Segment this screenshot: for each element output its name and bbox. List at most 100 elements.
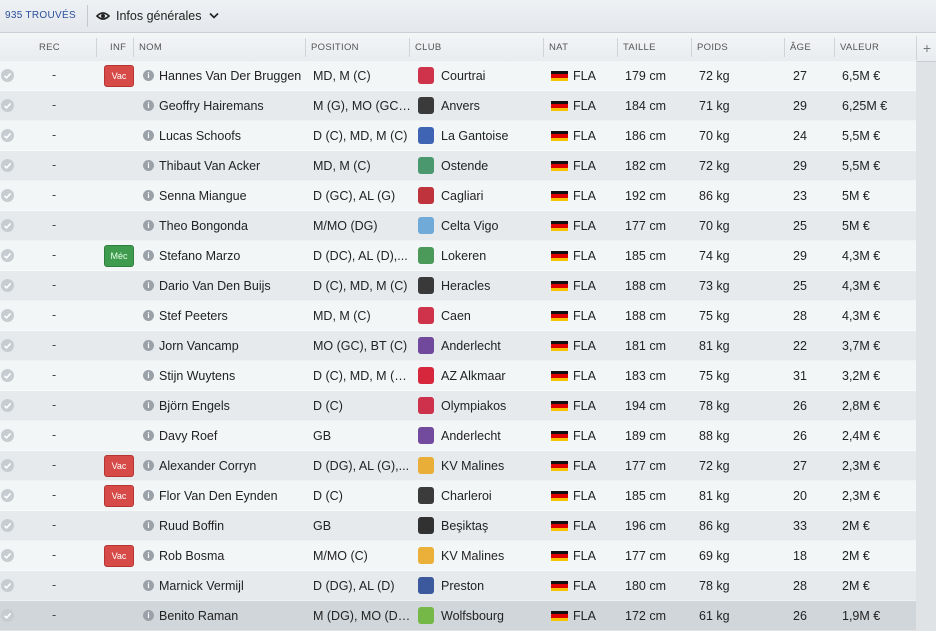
info-icon[interactable]: i xyxy=(143,70,154,81)
column-header-position[interactable]: POSITION xyxy=(311,42,359,53)
shortlist-check-icon[interactable] xyxy=(1,459,14,472)
status-badge[interactable]: Vac xyxy=(104,65,134,87)
player-name-link[interactable]: Rob Bosma xyxy=(159,549,225,563)
shortlist-check-icon[interactable] xyxy=(1,609,14,622)
info-icon[interactable]: i xyxy=(143,430,154,441)
table-row[interactable]: - i Stef Peeters MD, M (C) Caen FLA 188 cm 75 k… xyxy=(0,301,916,331)
club-name-link[interactable]: Heracles xyxy=(441,279,491,293)
club-name-link[interactable]: KV Malines xyxy=(441,459,505,473)
info-icon[interactable]: i xyxy=(143,250,154,261)
table-row[interactable]: - i Senna Miangue D (GC), AL (G) Cagliari FLA… xyxy=(0,181,916,211)
table-row[interactable]: - Méc i Stefano Marzo D (DC), AL (D),... Loke… xyxy=(0,241,916,271)
info-icon[interactable]: i xyxy=(143,490,154,501)
player-name-link[interactable]: Theo Bongonda xyxy=(159,219,248,233)
table-row[interactable]: - i Geoffry Hairemans M (G), MO (GC),... Anv… xyxy=(0,91,916,121)
shortlist-check-icon[interactable] xyxy=(1,399,14,412)
status-badge[interactable]: Vac xyxy=(104,485,134,507)
status-badge[interactable]: Méc xyxy=(104,245,134,267)
shortlist-check-icon[interactable] xyxy=(1,579,14,592)
club-name-link[interactable]: Beşiktaş xyxy=(441,519,489,533)
info-icon[interactable]: i xyxy=(143,160,154,171)
status-badge[interactable]: Vac xyxy=(104,545,134,567)
club-name-link[interactable]: Cagliari xyxy=(441,189,484,203)
club-name-link[interactable]: Anderlecht xyxy=(441,339,501,353)
table-row[interactable]: - Vac i Flor Van Den Eynden D (C) Charleroi FL… xyxy=(0,481,916,511)
club-name-link[interactable]: Preston xyxy=(441,579,485,593)
shortlist-check-icon[interactable] xyxy=(1,249,14,262)
club-name-link[interactable]: Anvers xyxy=(441,99,480,113)
table-row[interactable]: - i Björn Engels D (C) Olympiakos FLA 194 cm 78… xyxy=(0,391,916,421)
table-row[interactable]: - i Jorn Vancamp MO (GC), BT (C) Anderlecht F… xyxy=(0,331,916,361)
club-name-link[interactable]: La Gantoise xyxy=(441,129,509,143)
club-name-link[interactable]: Lokeren xyxy=(441,249,487,263)
column-header-rec[interactable]: REC xyxy=(39,42,60,53)
info-icon[interactable]: i xyxy=(143,550,154,561)
shortlist-check-icon[interactable] xyxy=(1,369,14,382)
club-name-link[interactable]: Charleroi xyxy=(441,489,492,503)
info-icon[interactable]: i xyxy=(143,130,154,141)
player-name-link[interactable]: Geoffry Hairemans xyxy=(159,99,264,113)
shortlist-check-icon[interactable] xyxy=(1,189,14,202)
player-name-link[interactable]: Dario Van Den Buijs xyxy=(159,279,271,293)
player-name-link[interactable]: Hannes Van Der Bruggen xyxy=(159,69,302,83)
info-icon[interactable]: i xyxy=(143,580,154,591)
column-header-weight[interactable]: POIDS xyxy=(697,42,729,53)
column-header-age[interactable]: ÂGE xyxy=(790,42,811,53)
player-name-link[interactable]: Jorn Vancamp xyxy=(159,339,239,353)
player-name-link[interactable]: Stefano Marzo xyxy=(159,249,241,263)
player-name-link[interactable]: Marnick Vermijl xyxy=(159,579,244,593)
info-icon[interactable]: i xyxy=(143,100,154,111)
player-name-link[interactable]: Benito Raman xyxy=(159,609,239,623)
table-row[interactable]: - i Ruud Boffin GB Beşiktaş FLA 196 cm 86 kg 33 2… xyxy=(0,511,916,541)
player-name-link[interactable]: Alexander Corryn xyxy=(159,459,257,473)
club-name-link[interactable]: KV Malines xyxy=(441,549,505,563)
shortlist-check-icon[interactable] xyxy=(1,219,14,232)
table-row[interactable]: - Vac i Hannes Van Der Bruggen MD, M (C) Cour… xyxy=(0,61,916,91)
club-name-link[interactable]: Ostende xyxy=(441,159,489,173)
table-row[interactable]: - i Benito Raman M (DG), MO (DG... Wolfsbour… xyxy=(0,601,916,631)
player-name-link[interactable]: Lucas Schoofs xyxy=(159,129,241,143)
shortlist-check-icon[interactable] xyxy=(1,309,14,322)
table-row[interactable]: - Vac i Alexander Corryn D (DG), AL (G),... K… xyxy=(0,451,916,481)
table-row[interactable]: - i Davy Roef GB Anderlecht FLA 189 cm 88 kg 26 2… xyxy=(0,421,916,451)
column-header-value[interactable]: VALEUR xyxy=(840,42,880,53)
view-dropdown[interactable]: Infos générales xyxy=(96,7,220,25)
shortlist-check-icon[interactable] xyxy=(1,339,14,352)
club-name-link[interactable]: Courtrai xyxy=(441,69,486,83)
column-header-inf[interactable]: INF xyxy=(110,42,127,53)
club-name-link[interactable]: Olympiakos xyxy=(441,399,507,413)
info-icon[interactable]: i xyxy=(143,460,154,471)
player-name-link[interactable]: Ruud Boffin xyxy=(159,519,225,533)
table-row[interactable]: - i Marnick Vermijl D (DG), AL (D) Preston FL… xyxy=(0,571,916,601)
column-header-height[interactable]: TAILLE xyxy=(623,42,656,53)
table-row[interactable]: - i Dario Van Den Buijs D (C), MD, M (C) Her… xyxy=(0,271,916,301)
info-icon[interactable]: i xyxy=(143,370,154,381)
shortlist-check-icon[interactable] xyxy=(1,279,14,292)
column-header-name[interactable]: NOM xyxy=(139,42,163,53)
player-name-link[interactable]: Davy Roef xyxy=(159,429,218,443)
player-name-link[interactable]: Senna Miangue xyxy=(159,189,247,203)
info-icon[interactable]: i xyxy=(143,520,154,531)
info-icon[interactable]: i xyxy=(143,220,154,231)
table-row[interactable]: - i Theo Bongonda M/MO (DG) Celta Vigo FLA 177… xyxy=(0,211,916,241)
column-header-club[interactable]: CLUB xyxy=(415,42,442,53)
info-icon[interactable]: i xyxy=(143,610,154,621)
club-name-link[interactable]: Celta Vigo xyxy=(441,219,499,233)
shortlist-check-icon[interactable] xyxy=(1,549,14,562)
shortlist-check-icon[interactable] xyxy=(1,159,14,172)
info-icon[interactable]: i xyxy=(143,190,154,201)
club-name-link[interactable]: Anderlecht xyxy=(441,429,501,443)
shortlist-check-icon[interactable] xyxy=(1,129,14,142)
shortlist-check-icon[interactable] xyxy=(1,429,14,442)
player-name-link[interactable]: Björn Engels xyxy=(159,399,230,413)
column-header-nat[interactable]: NAT xyxy=(549,42,569,53)
status-badge[interactable]: Vac xyxy=(104,455,134,477)
table-row[interactable]: - Vac i Rob Bosma M/MO (C) KV Malines FLA 177 c… xyxy=(0,541,916,571)
info-icon[interactable]: i xyxy=(143,400,154,411)
player-name-link[interactable]: Stef Peeters xyxy=(159,309,228,323)
shortlist-check-icon[interactable] xyxy=(1,99,14,112)
table-row[interactable]: - i Thibaut Van Acker MD, M (C) Ostende FLA 18… xyxy=(0,151,916,181)
player-name-link[interactable]: Stijn Wuytens xyxy=(159,369,236,383)
club-name-link[interactable]: AZ Alkmaar xyxy=(441,369,506,383)
info-icon[interactable]: i xyxy=(143,340,154,351)
